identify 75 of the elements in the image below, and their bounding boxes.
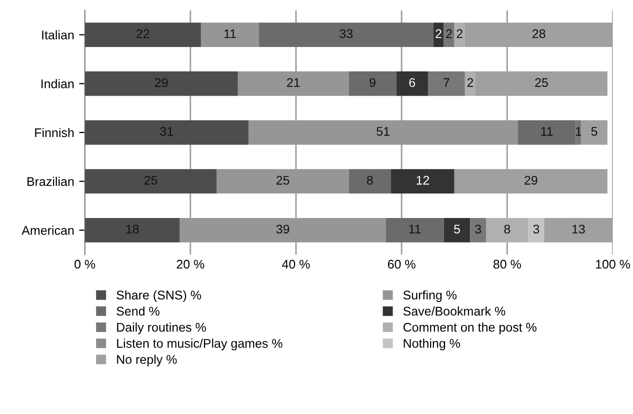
bar	[464, 71, 476, 96]
bar	[84, 169, 217, 194]
data-label: 5	[454, 224, 460, 234]
data-label: 25	[144, 176, 158, 185]
x-tick-label: 0 %	[74, 260, 96, 269]
bar	[259, 22, 434, 47]
data-label: 25	[535, 78, 548, 87]
bar	[391, 169, 454, 194]
data-label: 29	[155, 78, 168, 87]
x-tick-label: 100 %	[596, 260, 630, 269]
legend-label: Comment on the post %	[403, 322, 536, 334]
x-tick-label: 80 %	[493, 260, 521, 269]
data-label: 8	[504, 224, 510, 234]
bar	[84, 71, 238, 96]
data-label: 3	[533, 224, 540, 234]
data-label: 6	[409, 78, 416, 87]
legend-label: Listen to music/Play games %	[117, 338, 282, 350]
y-tick-label: Brazilian	[27, 176, 74, 186]
data-label: 39	[276, 224, 290, 234]
y-tick-label: Finnish	[35, 128, 74, 138]
bar	[84, 120, 248, 145]
data-label: 12	[416, 176, 430, 185]
data-label: 8	[366, 176, 373, 185]
data-label: 1	[576, 127, 582, 136]
bar	[348, 169, 392, 194]
bar	[444, 218, 470, 242]
data-label: 7	[444, 78, 450, 87]
bar	[454, 22, 465, 47]
bar	[518, 120, 576, 145]
data-label: 33	[340, 29, 353, 38]
y-tick-label: American	[22, 226, 74, 235]
bar	[581, 120, 608, 145]
bar	[396, 71, 428, 96]
data-label: 3	[475, 224, 482, 234]
bar	[470, 218, 486, 242]
data-label: 18	[126, 224, 139, 234]
data-label: 2	[436, 29, 442, 38]
legend-label: Daily routines %	[117, 322, 206, 334]
data-label: 2	[446, 29, 452, 38]
bar	[84, 22, 201, 47]
x-tick-label: 20 %	[176, 260, 204, 269]
bar	[348, 71, 396, 96]
bar	[444, 22, 454, 47]
data-label: 29	[524, 176, 538, 185]
bar	[528, 218, 544, 242]
bar	[84, 218, 180, 242]
legend-label: Send %	[116, 306, 160, 316]
data-label: 13	[572, 224, 585, 234]
data-label: 21	[287, 78, 300, 87]
data-label: 22	[136, 29, 150, 38]
bar	[428, 71, 465, 96]
data-label: 11	[541, 127, 553, 136]
data-label: 25	[276, 176, 290, 185]
data-label: 2	[467, 78, 474, 87]
y-tick-label: Italian	[42, 30, 74, 40]
data-label: 28	[532, 29, 546, 38]
x-tick-label: 60 %	[388, 260, 416, 269]
data-label: 31	[160, 126, 173, 136]
y-tick-label: Indian	[42, 79, 74, 88]
x-tick-label: 40 %	[282, 260, 310, 269]
data-label: 11	[224, 29, 236, 38]
bar	[200, 22, 260, 47]
data-label: 51	[376, 127, 390, 136]
data-label: 11	[409, 224, 421, 234]
legend-label: Save/Bookmark %	[403, 306, 506, 316]
legend-label: Nothing %	[404, 338, 460, 350]
bar	[433, 22, 444, 47]
data-label: 9	[370, 78, 376, 87]
legend-label: Share (SNS) %	[116, 290, 202, 302]
legend-label: Surfing %	[403, 290, 457, 302]
legend-label: No reply %	[117, 354, 177, 366]
data-label: 5	[591, 127, 598, 136]
data-label: 2	[456, 29, 462, 38]
bar	[386, 218, 444, 242]
bar	[486, 218, 528, 242]
